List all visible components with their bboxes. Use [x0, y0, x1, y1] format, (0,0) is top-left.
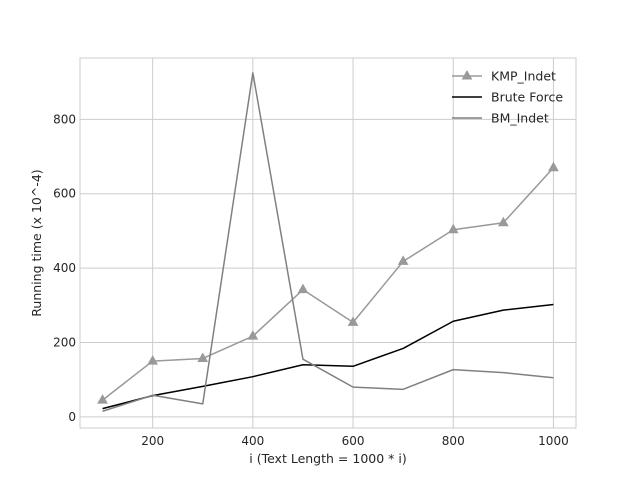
series-line-kmp-indet — [102, 167, 555, 401]
series-brute-force — [102, 303, 554, 410]
legend-item-brute-force: Brute Force — [452, 90, 563, 105]
series — [97, 72, 559, 412]
data-point-kmp-indet — [447, 223, 459, 234]
y-tick-label: 600 — [53, 187, 76, 201]
data-point-kmp-indet — [247, 330, 259, 340]
plot-frame — [79, 57, 577, 429]
x-tick-label: 800 — [442, 434, 465, 448]
y-tick-label: 400 — [53, 261, 76, 275]
series-line-bm-indet — [102, 72, 554, 412]
series-line-brute-force — [102, 303, 554, 410]
data-point-kmp-indet — [548, 161, 559, 172]
data-point-kmp-indet — [147, 355, 159, 365]
data-point-kmp-indet — [197, 352, 209, 362]
x-tick-label: 400 — [241, 434, 264, 448]
y-tick-label: 200 — [53, 335, 76, 349]
series-bm-indet — [102, 72, 554, 412]
x-tick-label: 600 — [342, 434, 365, 448]
legend-label: Brute Force — [491, 90, 563, 105]
legend-item-kmp-indet: KMP_Indet — [452, 69, 556, 84]
legend: KMP_Indet Brute Force BM_Indet — [452, 69, 563, 126]
grid — [80, 58, 576, 428]
x-tick-label: 1000 — [538, 434, 569, 448]
series-kmp-indet — [97, 161, 559, 404]
data-point-kmp-indet — [297, 283, 309, 294]
data-point-kmp-indet — [397, 255, 409, 265]
data-point-kmp-indet — [97, 394, 108, 404]
legend-item-bm-indet: BM_Indet — [452, 111, 549, 126]
legend-label: KMP_Indet — [491, 69, 556, 84]
x-tick-label: 200 — [141, 434, 164, 448]
data-point-kmp-indet — [497, 216, 509, 227]
data-point-kmp-indet — [347, 316, 359, 326]
y-tick-label: 800 — [53, 112, 76, 126]
legend-label: BM_Indet — [491, 111, 549, 126]
x-axis-title: i (Text Length = 1000 * i) — [249, 451, 406, 466]
tick-labels: 200 400 600 800 1000 0 200 400 600 800 — [53, 112, 569, 448]
y-axis-title: Running time (x 10^-4) — [29, 169, 44, 316]
legend-marker-kmp-indet — [461, 69, 473, 80]
y-tick-label: 0 — [68, 410, 76, 424]
